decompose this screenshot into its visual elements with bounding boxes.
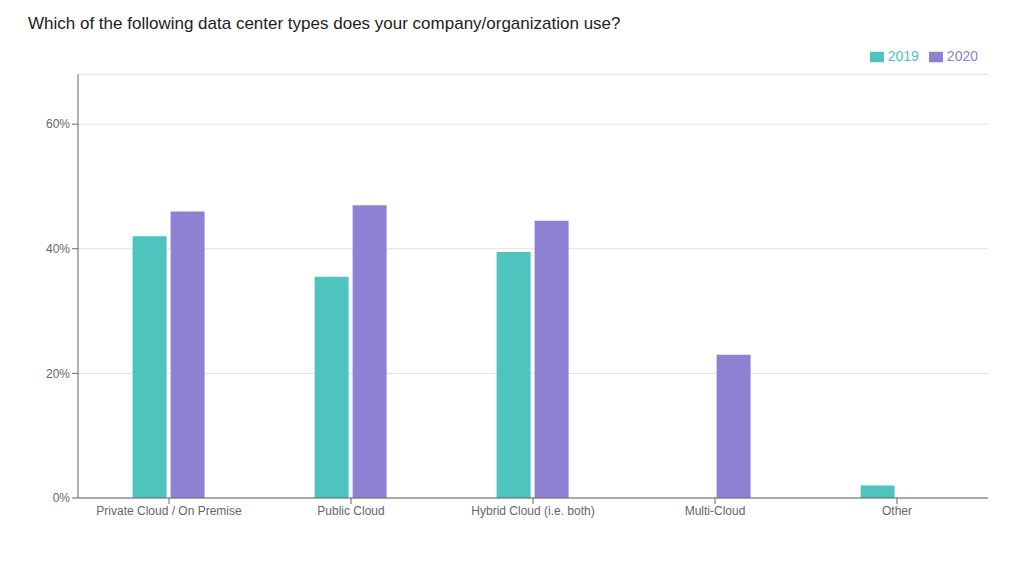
- svg-text:Private Cloud / On Premise: Private Cloud / On Premise: [96, 504, 242, 518]
- html-text:Which of the following data ce: Which of the following data center types…: [28, 14, 621, 33]
- svg-text:Hybrid Cloud (i.e. both): Hybrid Cloud (i.e. both): [471, 504, 594, 518]
- svg-text:Other: Other: [882, 504, 912, 518]
- svg-text:60%: 60%: [46, 117, 70, 131]
- svg-text:Public Cloud: Public Cloud: [317, 504, 384, 518]
- html-text:2019: 2019: [887, 48, 919, 64]
- html-text:2020: 2020: [946, 48, 978, 64]
- svg-text:40%: 40%: [46, 242, 70, 256]
- svg-text:0%: 0%: [53, 491, 71, 505]
- svg-text:20%: 20%: [46, 367, 70, 381]
- svg-text:Multi-Cloud: Multi-Cloud: [685, 504, 746, 518]
